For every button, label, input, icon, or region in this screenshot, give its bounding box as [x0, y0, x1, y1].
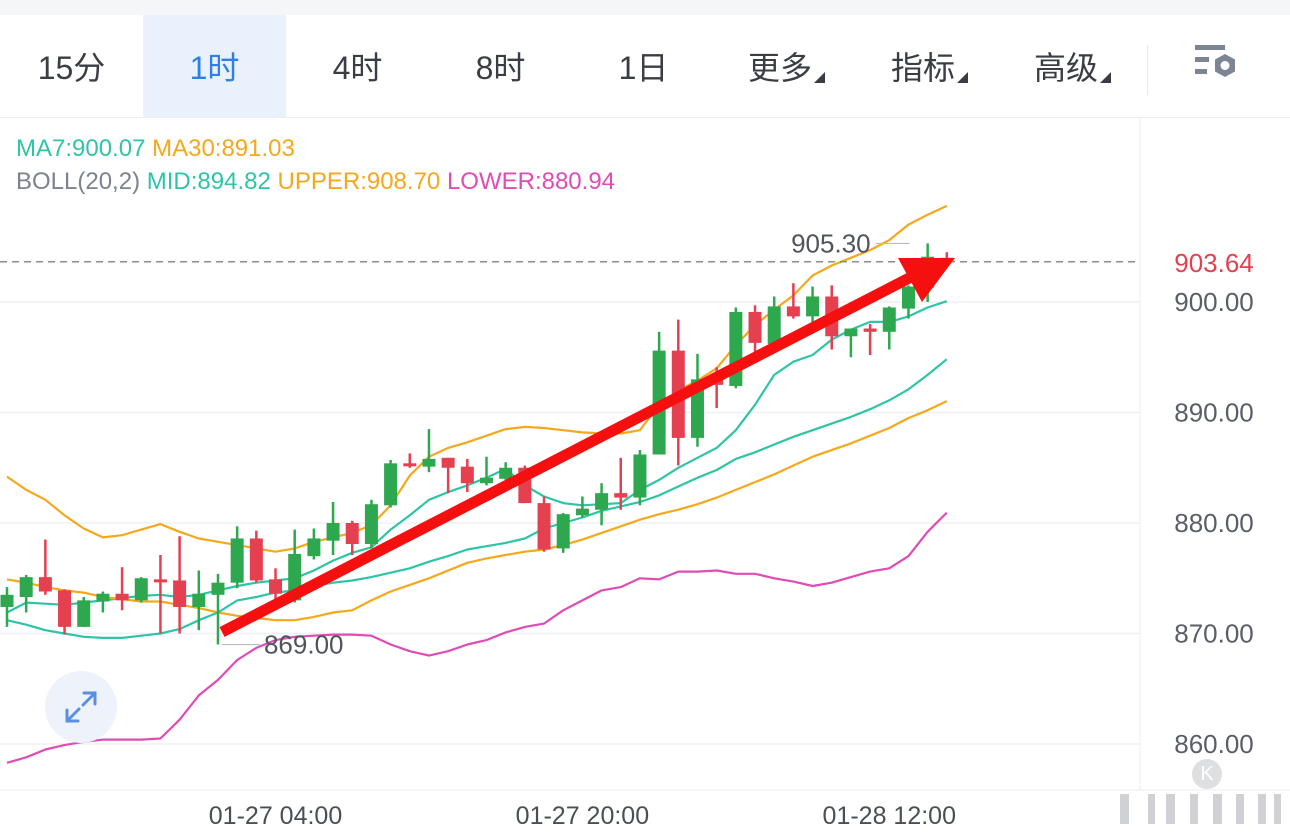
candle-body — [134, 578, 148, 601]
candle-body — [153, 579, 167, 583]
y-tick-label: 900.00 — [1174, 287, 1254, 317]
mid-value: MID:894.82 — [146, 168, 271, 195]
candle-body — [0, 594, 14, 607]
candle-body — [249, 538, 263, 581]
series-line-upper — [6, 204, 948, 553]
x-tick-label: 01-27 04:00 — [209, 802, 342, 830]
tab-label: 1日 — [618, 50, 669, 86]
tab-1d[interactable]: 1日 — [572, 15, 715, 117]
expand-chart-button[interactable] — [45, 671, 117, 743]
tab-1h[interactable]: 1时 — [143, 15, 286, 117]
tab-advanced[interactable]: 高级 — [1001, 15, 1144, 117]
last-price-tag: 903.64 — [1174, 248, 1254, 278]
tab-label: 1时 — [189, 50, 240, 86]
candle-body — [614, 493, 628, 498]
candle-body — [77, 600, 91, 627]
candle-body — [326, 523, 340, 541]
candle-body — [192, 593, 206, 607]
ma-legend: MA7:900.07 MA30:891.03 — [16, 135, 295, 163]
candle-body — [115, 593, 129, 601]
candle-body — [882, 307, 896, 332]
watermark-logo: K — [1192, 759, 1222, 789]
candle-body — [441, 457, 455, 468]
interval-tab-bar: 15分 1时 4时 8时 1日 更多 指标 高级 — [0, 15, 1290, 118]
candle-body — [748, 311, 762, 343]
tab-label: 指标 — [890, 50, 955, 86]
annotation-arrow-shaft — [219, 270, 918, 637]
dropdown-triangle-icon — [814, 71, 825, 83]
high-price-label: 905.30 — [791, 228, 871, 258]
candle-body — [767, 306, 781, 344]
tab-15min[interactable]: 15分 — [0, 15, 143, 117]
y-tick-label: 880.00 — [1174, 508, 1254, 538]
candle-body — [403, 463, 417, 467]
x-tick-label: 01-27 20:00 — [516, 802, 649, 830]
x-tick-label: 01-28 12:00 — [823, 802, 956, 830]
ma7-value: MA7:900.07 — [16, 135, 146, 162]
tab-label: 更多 — [747, 50, 812, 86]
tab-label: 高级 — [1033, 50, 1098, 86]
candle-body — [786, 306, 800, 317]
candle-body — [575, 508, 589, 516]
boll-label: BOLL(20,2) — [16, 168, 141, 195]
candle-body — [537, 503, 551, 550]
upper-value: UPPER:908.70 — [277, 168, 441, 195]
tab-more[interactable]: 更多 — [715, 15, 858, 117]
candle-body — [211, 582, 225, 595]
candle-body — [901, 286, 915, 309]
candle-body — [96, 593, 110, 602]
dropdown-triangle-icon — [1100, 71, 1111, 83]
lower-value: LOWER:880.94 — [446, 168, 616, 195]
ma30-value: MA30:891.03 — [152, 135, 295, 162]
candle-body — [173, 580, 187, 607]
dropdown-triangle-icon — [957, 71, 968, 83]
tab-label: 8时 — [475, 50, 526, 86]
candle-body — [633, 454, 647, 498]
candle-body — [384, 463, 398, 506]
y-tick-label: 860.00 — [1174, 729, 1254, 759]
watermark-bars — [1118, 792, 1283, 833]
candle-body — [230, 538, 244, 583]
y-tick-label: 870.00 — [1174, 619, 1254, 649]
candle-body — [38, 577, 52, 592]
candle-body — [806, 296, 820, 317]
candle-body — [58, 590, 72, 627]
low-price-label: 869.00 — [264, 630, 344, 660]
candle-body — [863, 328, 877, 332]
series-line-lower — [6, 511, 948, 764]
tab-8h[interactable]: 8时 — [429, 15, 572, 117]
tab-4h[interactable]: 4时 — [286, 15, 429, 117]
candle-body — [364, 504, 378, 544]
candle-body — [499, 467, 513, 479]
candle-body — [480, 477, 493, 484]
candle-body — [595, 493, 609, 510]
tab-indicators[interactable]: 指标 — [858, 15, 1001, 117]
tab-divider — [1147, 45, 1148, 95]
annotation-arrow-head — [898, 258, 955, 302]
tab-label: 15分 — [37, 50, 106, 86]
candle-body — [345, 523, 359, 544]
watermark-letter: K — [1200, 762, 1214, 785]
expand-arrows-icon — [65, 691, 97, 723]
candle-body — [422, 458, 436, 467]
boll-legend: BOLL(20,2) MID:894.82 UPPER:908.70 LOWER… — [16, 168, 615, 196]
series-line-ma30 — [6, 400, 948, 622]
top-strip — [0, 0, 1290, 15]
chart-settings-icon[interactable] — [1195, 45, 1241, 85]
candle-body — [556, 514, 570, 549]
series-line-mid — [6, 358, 948, 640]
candle-body — [269, 579, 283, 594]
tab-label: 4时 — [332, 50, 383, 86]
candle-body — [460, 466, 474, 484]
y-tick-label: 890.00 — [1174, 398, 1254, 428]
series-line-ma7 — [6, 300, 948, 614]
candle-body — [19, 577, 33, 598]
candle-body — [844, 328, 858, 337]
candle-body — [307, 538, 321, 557]
